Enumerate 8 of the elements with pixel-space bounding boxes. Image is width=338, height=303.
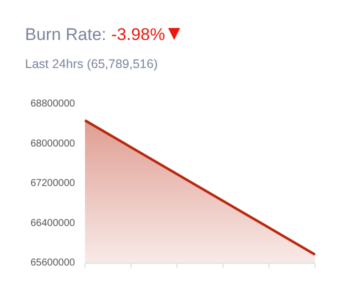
y-tick-label: 68800000 [30, 98, 76, 110]
chart-title: Burn Rate: [25, 25, 106, 44]
text: -3.98% [111, 25, 166, 44]
y-tick-label: 68000000 [30, 138, 76, 150]
y-tick-label: 66400000 [30, 218, 76, 229]
chart-subtitle: Last 24hrs (65,789,516) [25, 57, 158, 71]
y-tick-label: 67200000 [30, 178, 76, 189]
y-tick-label: 65600000 [30, 258, 76, 268]
